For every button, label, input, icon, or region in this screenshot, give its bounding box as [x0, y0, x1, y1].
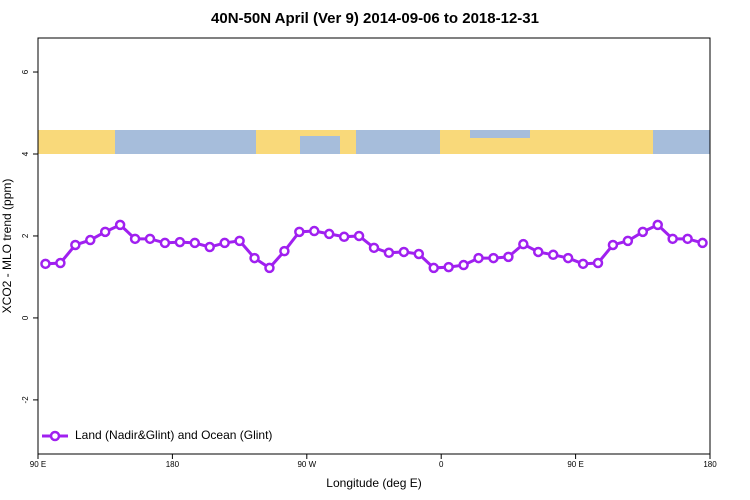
- land: [38, 130, 115, 154]
- chart-title: 40N-50N April (Ver 9) 2014-09-06 to 2018…: [211, 10, 539, 27]
- point: [637, 226, 649, 238]
- point: [473, 252, 484, 264]
- point: [174, 236, 186, 248]
- point: [219, 237, 230, 249]
- point: [488, 252, 499, 264]
- y-axis-label: XCO2 - MLO trend (ppm): [0, 179, 14, 314]
- point: [682, 233, 693, 245]
- point: [368, 242, 380, 254]
- point: [562, 252, 574, 264]
- point: [204, 241, 215, 253]
- point: [40, 258, 51, 270]
- point: [383, 247, 395, 259]
- point: [533, 246, 544, 258]
- point: [114, 219, 126, 231]
- point: [129, 233, 141, 245]
- point: [353, 230, 365, 242]
- point: [547, 249, 559, 261]
- point: [70, 239, 81, 251]
- point: [249, 252, 260, 264]
- y-tick-label: -2: [21, 396, 30, 404]
- point: [323, 228, 335, 240]
- point: [458, 259, 469, 271]
- point: [443, 261, 454, 273]
- x-tick-label: 90 W: [297, 460, 316, 469]
- x-tick-label: 180: [703, 460, 717, 469]
- point: [234, 235, 245, 247]
- plot-frame: [37, 37, 711, 455]
- map-strip: [38, 130, 710, 154]
- legend-marker: [49, 430, 61, 442]
- point: [189, 237, 201, 249]
- point: [607, 239, 619, 251]
- y-tick-label: 0: [21, 315, 30, 320]
- point: [592, 257, 604, 269]
- point: [398, 246, 410, 258]
- point: [428, 262, 439, 274]
- point: [294, 226, 305, 238]
- x-tick-label: 0: [439, 460, 444, 469]
- point: [264, 262, 275, 274]
- point: [144, 233, 156, 245]
- x-tick-label: 180: [166, 460, 180, 469]
- ocean: [470, 130, 530, 138]
- point: [577, 258, 589, 270]
- point: [309, 225, 320, 237]
- y-tick-label: 6: [21, 69, 30, 74]
- x-axis-label: Longitude (deg E): [326, 476, 421, 490]
- point: [697, 237, 708, 249]
- point: [518, 238, 529, 250]
- y-tick-label: 2: [21, 233, 30, 238]
- point: [338, 231, 350, 243]
- point: [99, 226, 111, 238]
- ocean: [300, 136, 340, 154]
- point: [55, 257, 66, 269]
- x-tick-label: 90 E: [567, 460, 583, 469]
- y-tick-label: 4: [21, 151, 30, 156]
- point: [622, 235, 634, 247]
- point: [503, 251, 514, 263]
- point: [159, 237, 171, 249]
- point: [279, 245, 290, 257]
- point: [85, 234, 96, 246]
- point: [413, 248, 425, 260]
- point: [667, 233, 678, 245]
- x-tick-label: 90 E: [30, 460, 46, 469]
- legend-label: Land (Nadir&Glint) and Ocean (Glint): [75, 428, 272, 442]
- point: [652, 219, 663, 231]
